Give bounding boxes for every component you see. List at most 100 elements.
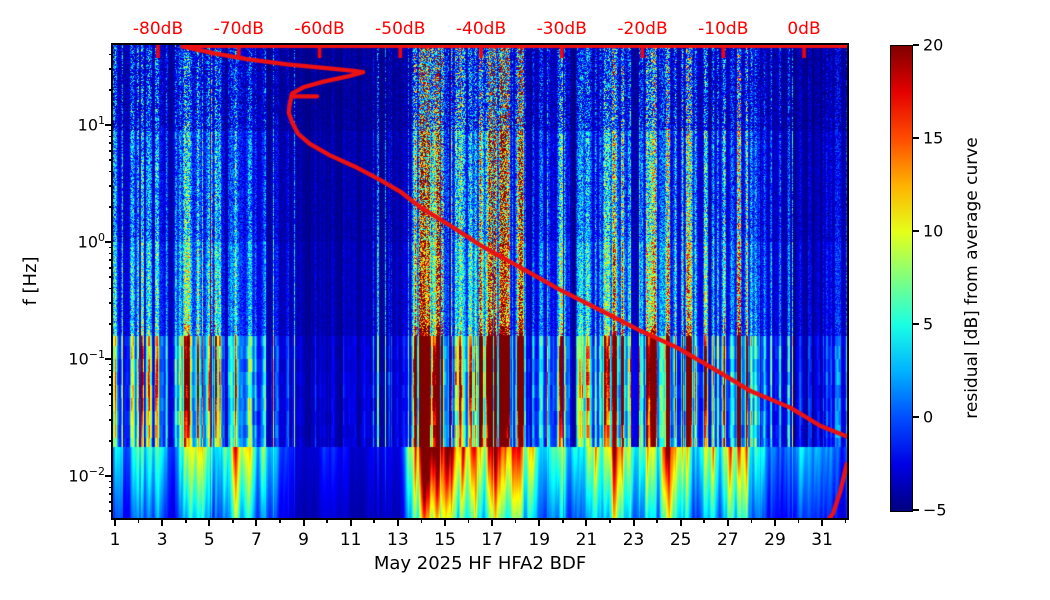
y-minor-tick bbox=[108, 369, 113, 372]
x-tick-label: 11 bbox=[339, 530, 362, 550]
x-minor-tick bbox=[373, 518, 376, 523]
x-tick-label: 27 bbox=[716, 530, 739, 550]
x-minor-tick bbox=[420, 518, 423, 523]
top-db-tick-label: -50dB bbox=[375, 19, 426, 39]
y-minor-tick bbox=[108, 439, 113, 442]
y-minor-tick bbox=[108, 393, 113, 395]
y-minor-tick bbox=[108, 501, 113, 503]
x-tick-label: 19 bbox=[528, 530, 551, 550]
y-major-tick bbox=[105, 475, 113, 477]
y-minor-tick bbox=[108, 404, 113, 407]
top-db-tick-label: -30dB bbox=[536, 19, 587, 39]
colorbar-tick-label: 20 bbox=[923, 35, 944, 55]
y-minor-tick bbox=[108, 129, 113, 132]
x-minor-tick bbox=[232, 518, 234, 523]
x-minor-tick bbox=[656, 518, 658, 523]
x-minor-tick bbox=[703, 518, 706, 523]
x-tick-label: 25 bbox=[669, 530, 692, 550]
y-minor-tick bbox=[108, 363, 113, 366]
y-minor-tick bbox=[108, 287, 113, 290]
y-tick-label: 10−1 bbox=[68, 348, 105, 369]
x-major-tick bbox=[491, 518, 494, 526]
x-major-tick bbox=[632, 518, 635, 526]
x-major-tick bbox=[538, 518, 541, 526]
y-minor-tick bbox=[108, 252, 113, 255]
top-db-tick-label: -20dB bbox=[617, 19, 668, 39]
colorbar-tick bbox=[913, 416, 919, 418]
x-minor-tick bbox=[562, 518, 564, 523]
y-tick-label: 101 bbox=[77, 114, 105, 135]
x-major-tick bbox=[114, 518, 116, 526]
x-major-tick bbox=[349, 518, 352, 526]
y-tick-label: 10−2 bbox=[68, 465, 105, 486]
x-major-tick bbox=[396, 518, 399, 526]
colorbar-tick bbox=[913, 137, 919, 139]
x-minor-tick bbox=[750, 518, 753, 523]
x-major-tick bbox=[161, 518, 164, 526]
x-tick-label: 1 bbox=[109, 530, 121, 550]
colorbar-gradient bbox=[890, 45, 913, 512]
top-db-tick-label: -70dB bbox=[213, 19, 264, 39]
x-major-tick bbox=[255, 518, 258, 526]
x-minor-tick bbox=[514, 518, 517, 523]
x-tick-label: 7 bbox=[250, 530, 262, 550]
y-minor-tick bbox=[108, 510, 113, 512]
colorbar-tick-label: −5 bbox=[923, 500, 947, 520]
y-minor-tick bbox=[108, 486, 113, 489]
y-minor-tick bbox=[108, 185, 113, 187]
y-minor-tick bbox=[108, 150, 113, 152]
x-tick-label: 9 bbox=[298, 530, 309, 550]
y-minor-tick bbox=[108, 493, 113, 495]
top-db-tick-label: -10dB bbox=[698, 19, 749, 39]
x-major-tick bbox=[679, 518, 682, 526]
spectrogram-heatmap bbox=[113, 45, 847, 518]
y-major-tick bbox=[105, 241, 113, 243]
x-minor-tick bbox=[844, 518, 847, 523]
x-major-tick bbox=[821, 518, 824, 526]
y-minor-tick bbox=[108, 142, 113, 144]
colorbar-tick bbox=[913, 323, 919, 325]
x-minor-tick bbox=[184, 518, 187, 523]
x-tick-label: 15 bbox=[434, 530, 456, 550]
x-tick-label: 31 bbox=[811, 530, 833, 550]
y-major-tick bbox=[105, 124, 113, 126]
y-minor-tick bbox=[108, 276, 113, 278]
y-minor-tick bbox=[108, 135, 113, 138]
x-tick-label: 3 bbox=[156, 530, 168, 550]
colorbar-tick-label: 5 bbox=[923, 314, 934, 334]
y-minor-tick bbox=[108, 88, 113, 91]
y-axis-label: f [Hz] bbox=[20, 256, 41, 306]
colorbar-tick-label: 0 bbox=[923, 407, 934, 427]
y-minor-tick bbox=[108, 170, 113, 173]
colorbar-tick-label: 15 bbox=[923, 128, 944, 148]
x-minor-tick bbox=[467, 518, 470, 523]
y-tick-label: 100 bbox=[77, 231, 105, 252]
x-major-tick bbox=[443, 518, 446, 526]
colorbar-tick bbox=[913, 509, 919, 511]
x-tick-label: 29 bbox=[764, 530, 786, 550]
y-minor-tick bbox=[108, 302, 113, 304]
x-tick-label: 5 bbox=[203, 530, 215, 550]
top-db-tick-label: -80dB bbox=[132, 19, 184, 39]
y-minor-tick bbox=[108, 205, 113, 208]
x-major-tick bbox=[585, 518, 588, 526]
y-minor-tick bbox=[108, 376, 113, 378]
y-minor-tick bbox=[108, 246, 113, 249]
colorbar-label: residual [dB] from average curve bbox=[962, 137, 982, 419]
colorbar-tick bbox=[913, 230, 919, 232]
x-minor-tick bbox=[797, 518, 800, 523]
y-minor-tick bbox=[108, 159, 113, 161]
x-major-tick bbox=[302, 518, 305, 526]
y-minor-tick bbox=[108, 322, 113, 325]
x-minor-tick bbox=[326, 518, 328, 523]
y-minor-tick bbox=[108, 480, 113, 483]
x-tick-label: 21 bbox=[575, 530, 598, 550]
x-minor-tick bbox=[609, 518, 611, 523]
y-minor-tick bbox=[108, 267, 113, 269]
x-major-tick bbox=[773, 518, 776, 526]
x-major-tick bbox=[726, 518, 729, 526]
y-minor-tick bbox=[108, 259, 113, 261]
x-axis-label: May 2025 HF HFA2 BDF bbox=[373, 553, 587, 574]
y-minor-tick bbox=[108, 384, 113, 386]
colorbar-tick-label: 10 bbox=[923, 221, 944, 241]
